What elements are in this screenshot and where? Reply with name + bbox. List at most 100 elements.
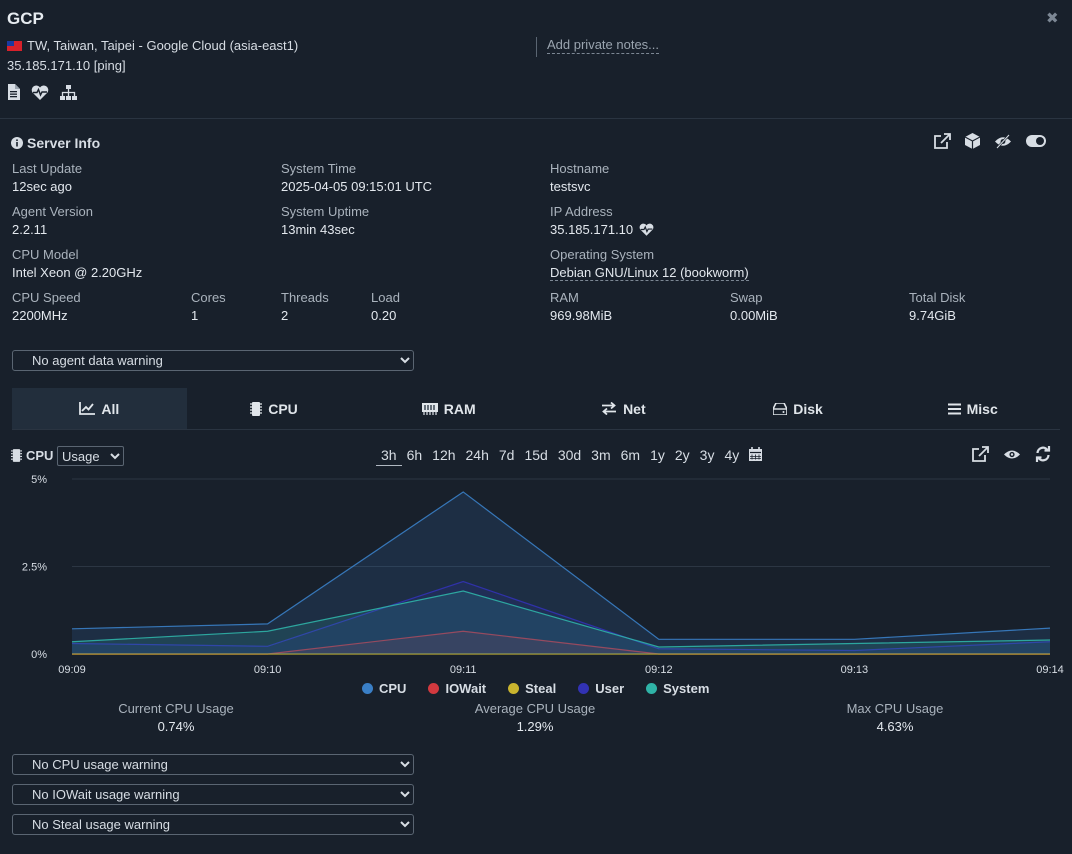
legend-label: Steal xyxy=(525,681,557,696)
cpu-chart-label: CPU xyxy=(11,448,53,463)
heartbeat-icon[interactable] xyxy=(31,84,49,100)
tab-cpu[interactable]: CPU xyxy=(187,388,362,429)
range-6h[interactable]: 6h xyxy=(406,447,423,463)
range-3m[interactable]: 3m xyxy=(591,447,611,463)
tab-label: All xyxy=(101,400,120,417)
eye-icon[interactable] xyxy=(1003,446,1021,462)
field-label: IP Address xyxy=(550,204,613,219)
external-link-icon[interactable] xyxy=(934,133,951,149)
load-field: Load 0.20 xyxy=(371,290,400,323)
document-icon[interactable] xyxy=(7,84,20,100)
range-1y[interactable]: 1y xyxy=(650,447,665,463)
field-label: CPU Model xyxy=(12,247,79,262)
server-location: TW, Taiwan, Taipei - Google Cloud (asia-… xyxy=(7,38,298,53)
legend-item-user[interactable]: User xyxy=(578,681,624,696)
os-value-wrap: Debian GNU/Linux 12 (bookworm) xyxy=(550,265,749,281)
field-value: 2 xyxy=(281,308,289,323)
series-area-system xyxy=(72,591,1050,654)
tab-label: RAM xyxy=(443,400,476,417)
external-link-icon[interactable] xyxy=(972,446,989,462)
range-2y[interactable]: 2y xyxy=(674,447,690,463)
exchange-icon xyxy=(601,402,617,415)
ping-link[interactable]: [ping] xyxy=(93,58,126,73)
legend-label: System xyxy=(663,681,710,696)
refresh-icon[interactable] xyxy=(1035,446,1051,462)
y-tick-label: 0% xyxy=(31,649,47,661)
tab-all[interactable]: All xyxy=(12,388,187,429)
os-value[interactable]: Debian GNU/Linux 12 (bookworm) xyxy=(550,265,749,281)
legend-dot xyxy=(508,683,520,694)
field-label: Total Disk xyxy=(909,290,966,305)
range-6m[interactable]: 6m xyxy=(620,447,641,463)
tab-misc[interactable]: Misc xyxy=(885,388,1060,429)
legend-item-iowait[interactable]: IOWait xyxy=(428,681,486,696)
y-tick-label: 5% xyxy=(31,474,47,486)
cpu-label-text: CPU xyxy=(26,448,54,463)
legend-item-system[interactable]: System xyxy=(646,681,709,696)
field-label: Hostname xyxy=(550,161,610,176)
ip-address-value: 35.185.171.10 xyxy=(550,222,634,237)
range-7d[interactable]: 7d xyxy=(498,447,515,463)
field-value: 2025-04-05 09:15:01 UTC xyxy=(281,179,433,194)
network-tree-icon[interactable] xyxy=(60,84,77,100)
private-notes-field[interactable]: Add private notes... xyxy=(547,37,660,54)
legend-item-cpu[interactable]: CPU xyxy=(362,681,406,696)
system-uptime-field: System Uptime 13min 43sec xyxy=(281,204,369,237)
heartbeat-icon[interactable] xyxy=(639,223,654,236)
field-label: CPU Speed xyxy=(12,290,81,305)
x-tick-label: 09:10 xyxy=(254,664,282,676)
legend-dot xyxy=(362,683,373,694)
field-label: Agent Version xyxy=(12,204,93,219)
field-value: 1 xyxy=(191,308,199,323)
cpu-usage-chart: 0% 2.5% 5% 09:09 09:10 09:11 09:12 09:13 09:14 xyxy=(22,474,1064,676)
cpu-warning-select[interactable]: No CPU usage warning xyxy=(12,754,414,775)
x-tick-label: 09:12 xyxy=(645,664,673,676)
tab-net[interactable]: Net xyxy=(536,388,711,429)
range-24h[interactable]: 24h xyxy=(465,447,489,463)
tab-label: Misc xyxy=(966,400,998,417)
x-tick-label: 09:14 xyxy=(1036,664,1064,676)
field-value: 9.74GiB xyxy=(909,308,956,323)
stat-value: 4.63% xyxy=(876,719,914,734)
range-30d[interactable]: 30d xyxy=(557,447,582,463)
memory-icon xyxy=(421,402,438,415)
cpu-model-field: CPU Model Intel Xeon @ 2.20GHz xyxy=(12,247,142,280)
stat-label: Average CPU Usage xyxy=(474,701,596,716)
range-15d[interactable]: 15d xyxy=(524,447,548,463)
steal-warning-select[interactable]: No Steal usage warning xyxy=(12,814,414,835)
field-value: Intel Xeon @ 2.20GHz xyxy=(12,265,143,280)
cpu-mode-select[interactable]: Usage xyxy=(57,446,124,466)
system-time-field: System Time 2025-04-05 09:15:01 UTC xyxy=(281,161,432,194)
cpu-speed-field: CPU Speed 2200MHz xyxy=(12,290,81,323)
iowait-warning-select[interactable]: No IOWait usage warning xyxy=(12,784,414,805)
eye-slash-icon[interactable] xyxy=(994,133,1012,149)
tab-disk[interactable]: Disk xyxy=(711,388,886,429)
x-tick-label: 09:09 xyxy=(58,664,86,676)
legend-item-steal[interactable]: Steal xyxy=(508,681,556,696)
agent-version-field: Agent Version 2.2.11 xyxy=(12,204,93,237)
legend-label: CPU xyxy=(379,681,407,696)
toggle-on-icon[interactable] xyxy=(1026,133,1046,149)
field-label: System Uptime xyxy=(281,204,370,219)
tab-ram[interactable]: RAM xyxy=(361,388,536,429)
calendar-icon[interactable] xyxy=(744,447,767,466)
field-value: 0.00MiB xyxy=(730,308,778,323)
hdd-icon xyxy=(773,402,788,415)
series-line-system xyxy=(71,590,1051,648)
series-line-user xyxy=(71,580,1051,652)
ip-line: 35.185.171.10 [ping] xyxy=(7,58,126,73)
agent-warning-select[interactable]: No agent data warning xyxy=(12,350,414,371)
field-value: 2200MHz xyxy=(12,308,68,323)
max-cpu-stat: Max CPU Usage 4.63% xyxy=(775,701,1015,734)
field-label: Operating System xyxy=(550,247,655,262)
range-3h[interactable]: 3h xyxy=(376,447,402,466)
x-tick-label: 09:13 xyxy=(841,664,869,676)
range-12h[interactable]: 12h xyxy=(432,447,456,463)
close-icon[interactable]: ✖ xyxy=(1046,10,1059,27)
cube-icon[interactable] xyxy=(965,133,980,149)
info-circle-icon xyxy=(11,137,23,149)
range-3y[interactable]: 3y xyxy=(699,447,715,463)
time-range-selector: 3h 6h 12h 24h 7d 15d 30d 3m 6m 1y 2y 3y 4y xyxy=(376,447,767,466)
os-field: Operating System Debian GNU/Linux 12 (bo… xyxy=(550,247,749,281)
range-4y[interactable]: 4y xyxy=(724,447,740,463)
